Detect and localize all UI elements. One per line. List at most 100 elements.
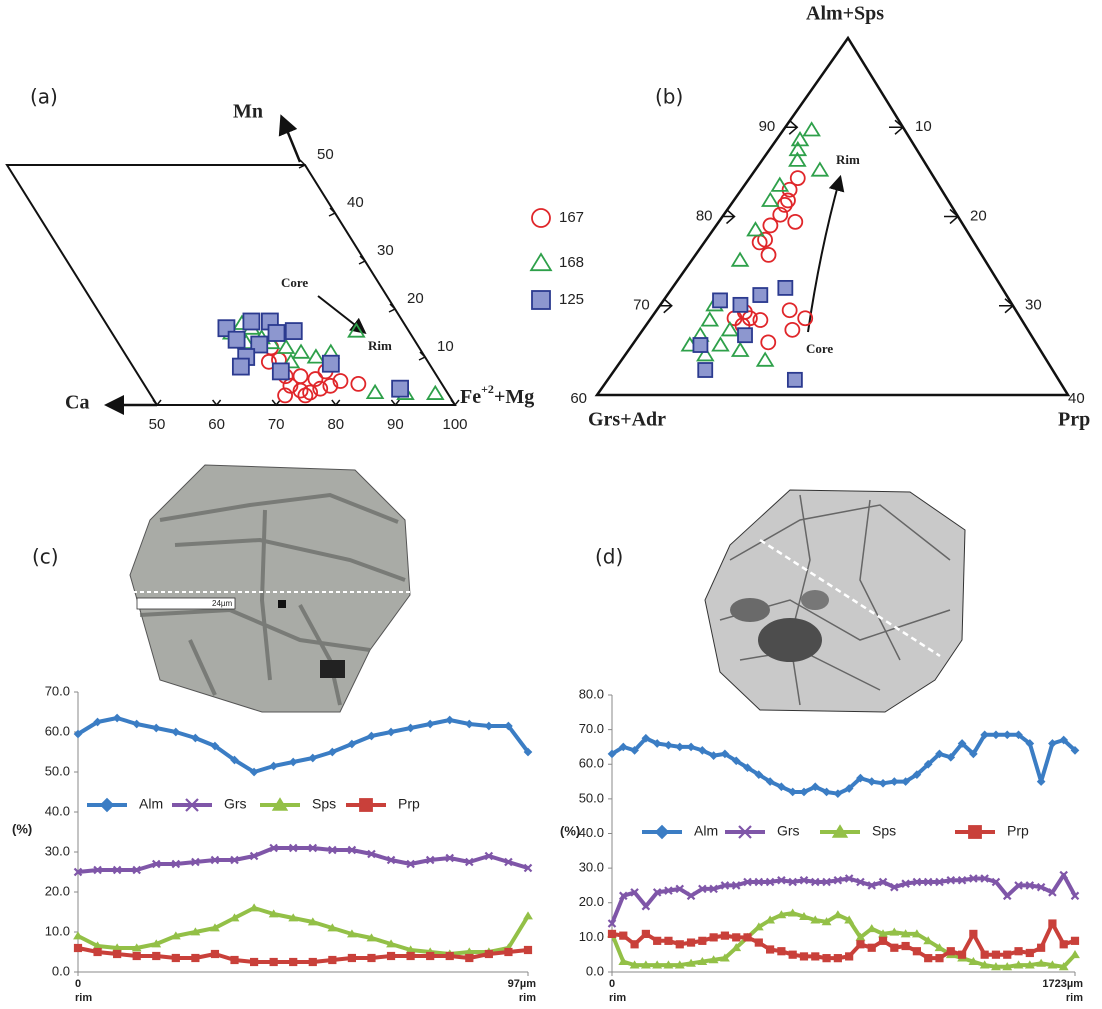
point (970, 930, 977, 937)
point (1038, 944, 1045, 951)
y-axis-label: (%) (12, 821, 32, 836)
legend-label: 167 (559, 209, 584, 226)
point (428, 386, 443, 399)
point (880, 937, 887, 944)
point (778, 281, 792, 295)
y-tick-label: 40.0 (579, 825, 604, 840)
legend-label: 168 (559, 254, 584, 271)
plot-frame (7, 165, 455, 405)
x-tick-note: rim (609, 992, 626, 1004)
point (1072, 937, 1079, 944)
point (446, 953, 453, 960)
point (243, 313, 259, 329)
series-line (612, 735, 1075, 794)
point (783, 303, 797, 317)
y-tick-label: 50 (317, 146, 334, 163)
y-tick-label: 80 (696, 207, 713, 224)
y-tick-label: 10.0 (45, 923, 70, 938)
x-tick-label: 90 (387, 416, 404, 433)
y-tick-label: 20.0 (579, 894, 604, 909)
point (767, 946, 774, 953)
point (702, 313, 717, 326)
point (631, 941, 638, 948)
point (788, 373, 802, 387)
point (891, 778, 898, 785)
y-tick-label: 30.0 (45, 843, 70, 858)
point (762, 248, 776, 262)
point (812, 163, 827, 176)
point (1004, 951, 1011, 958)
point (761, 335, 775, 349)
point (348, 955, 355, 962)
panel-label: (a) (30, 85, 58, 109)
point (868, 944, 875, 951)
x-tick-label: 10 (915, 118, 932, 135)
y-tick-label: 60.0 (45, 723, 70, 738)
x-label-sup: +2 (481, 382, 494, 396)
point (172, 955, 179, 962)
annotation: Rim (836, 152, 860, 167)
point (229, 332, 245, 348)
point (1004, 731, 1011, 738)
point (192, 955, 199, 962)
point (1015, 948, 1022, 955)
apex-label: Alm+Sps (806, 3, 884, 25)
point (392, 381, 408, 397)
y-tick-label: 40.0 (45, 803, 70, 818)
scale-label: 24µm (212, 599, 233, 608)
legend-label: Prp (398, 796, 420, 812)
legend-marker (532, 291, 550, 309)
legend-marker (531, 254, 551, 270)
point (936, 955, 943, 962)
point (466, 955, 473, 962)
x-tick-note: rim (75, 992, 92, 1004)
garnet-image (705, 490, 965, 712)
x-tick-note: rim (519, 992, 536, 1004)
legend-marker (656, 826, 668, 838)
legend-label: Grs (224, 796, 247, 812)
y-tick-label: 20 (407, 290, 424, 307)
y-tick-label: 70 (633, 297, 650, 314)
point (351, 377, 365, 391)
point (733, 298, 747, 312)
point (368, 955, 375, 962)
tick-mark (723, 210, 735, 224)
point (233, 359, 249, 375)
point (278, 340, 293, 353)
point (992, 731, 999, 738)
point (665, 742, 672, 749)
panel-label: (d) (595, 545, 623, 569)
y-tick-label: 90 (759, 118, 776, 135)
point (713, 293, 727, 307)
point (367, 386, 382, 399)
point (732, 253, 747, 266)
x-tick-label: 30 (1025, 297, 1042, 314)
point (733, 934, 740, 941)
x-tick-label: 1723µm (1042, 978, 1083, 990)
point (308, 350, 323, 363)
panel-label: (c) (32, 545, 59, 569)
point (812, 953, 819, 960)
x-tick-label: 0 (609, 978, 615, 990)
point (114, 951, 121, 958)
legend-label: Alm (694, 823, 718, 839)
point (902, 943, 909, 950)
point (846, 953, 853, 960)
y-tick-label: 20.0 (45, 883, 70, 898)
y-tick-label: 70.0 (45, 683, 70, 698)
point (781, 193, 795, 207)
point (721, 932, 728, 939)
point (947, 948, 954, 955)
point (294, 369, 308, 383)
point (688, 939, 695, 946)
y-tick-label: 0.0 (52, 963, 70, 978)
legend-label: 125 (559, 291, 584, 308)
point (676, 941, 683, 948)
legend-marker (532, 209, 550, 227)
tick-mark (329, 208, 335, 216)
point (744, 934, 751, 941)
x-tick-label: 70 (268, 416, 285, 433)
point (1049, 920, 1056, 927)
point (273, 363, 289, 379)
point (757, 353, 772, 366)
